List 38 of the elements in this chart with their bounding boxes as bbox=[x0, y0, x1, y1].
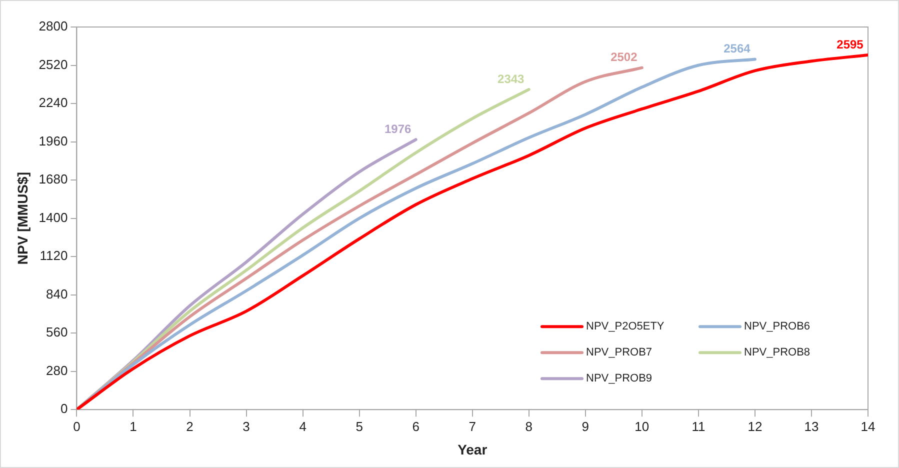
x-tick-label: 9 bbox=[582, 418, 590, 434]
y-tick-label: 1120 bbox=[40, 248, 68, 264]
y-tick-label: 1960 bbox=[38, 133, 68, 148]
data-label: 2564 bbox=[724, 42, 751, 56]
legend-label: NPV_P2O5ETY bbox=[586, 320, 665, 333]
y-tick-label: 840 bbox=[46, 286, 68, 302]
legend-label: NPV_PROB9 bbox=[586, 372, 652, 385]
x-tick-label: 10 bbox=[634, 418, 650, 434]
data-label: 2502 bbox=[610, 50, 638, 64]
y-tick-label: 0 bbox=[60, 401, 68, 416]
x-tick-label: 12 bbox=[748, 418, 762, 434]
legend-label: NPV_PROB6 bbox=[744, 320, 810, 333]
y-tick-label: 2240 bbox=[38, 95, 68, 110]
y-tick-label: 2800 bbox=[38, 18, 68, 34]
x-tick-label: 6 bbox=[412, 418, 420, 434]
x-tick-label: 3 bbox=[242, 418, 250, 434]
y-tick-label: 280 bbox=[46, 362, 68, 378]
x-tick-label: 14 bbox=[860, 418, 876, 434]
x-tick-label: 5 bbox=[356, 418, 363, 434]
legend-label: NPV_PROB8 bbox=[744, 346, 810, 359]
x-tick-label: 1 bbox=[130, 418, 137, 434]
x-tick-label: 13 bbox=[804, 418, 819, 434]
x-tick-label: 11 bbox=[692, 418, 706, 434]
y-axis-title: NPV [MMUS$] bbox=[14, 172, 30, 265]
data-label: 2595 bbox=[836, 37, 864, 52]
x-axis-title: Year bbox=[458, 441, 488, 458]
x-tick-label: 4 bbox=[299, 418, 306, 434]
y-tick-label: 1400 bbox=[38, 210, 68, 225]
y-tick-label: 2520 bbox=[38, 56, 68, 72]
y-tick-label: 560 bbox=[46, 324, 68, 340]
x-tick-label: 0 bbox=[73, 418, 80, 434]
x-tick-label: 7 bbox=[468, 418, 476, 434]
x-tick-label: 8 bbox=[525, 418, 532, 434]
data-label: 1976 bbox=[384, 122, 412, 136]
data-label: 2343 bbox=[498, 72, 525, 86]
x-tick-label: 2 bbox=[186, 418, 194, 434]
legend-label: NPV_PROB7 bbox=[586, 346, 652, 359]
y-tick-label: 1680 bbox=[38, 172, 68, 187]
